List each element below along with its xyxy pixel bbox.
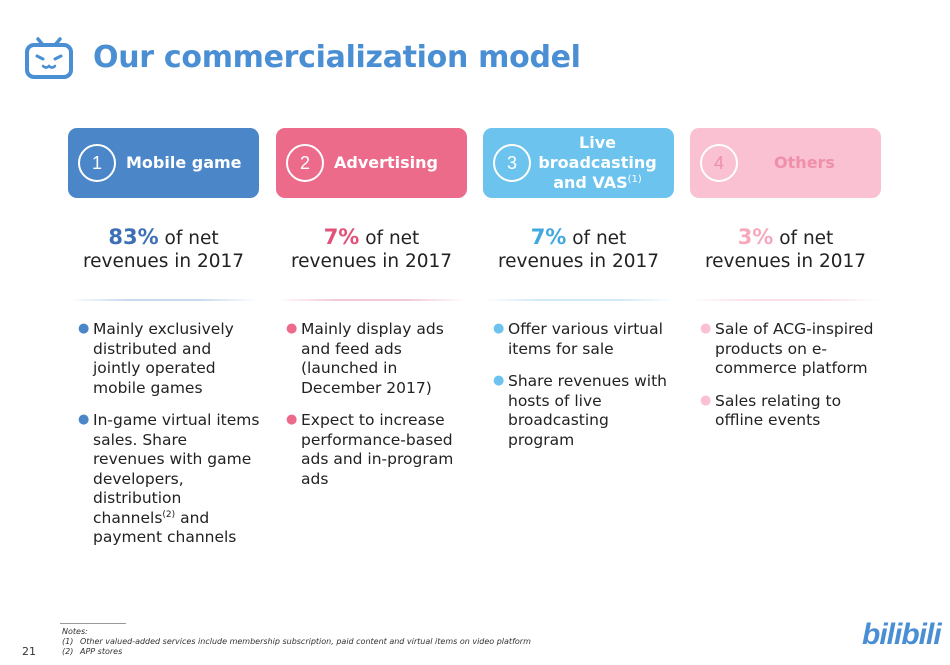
revenue-percent: 7% [530, 225, 567, 249]
bullet-text: Offer various virtual items for sale [508, 320, 663, 358]
number-badge: 2 [286, 144, 324, 182]
header-line-2: broadcasting [538, 153, 657, 172]
bullet-icon: ● [700, 321, 712, 336]
column-advertising: 2 Advertising 7% of net revenues in 2017… [276, 128, 467, 628]
page-title: Our commercialization model [93, 40, 581, 75]
divider [68, 299, 259, 301]
header-label: Mobile game [126, 153, 242, 172]
header-line-1: Live [579, 133, 616, 152]
bullet-list: ● Sale of ACG-inspired products on e-comm… [698, 320, 883, 444]
column-live-broadcasting: 3 Live broadcasting and VAS(1) 7% of net… [483, 128, 674, 628]
header-label: Others [774, 153, 835, 172]
divider [483, 299, 674, 301]
bilibili-logo: bilibili [862, 618, 942, 651]
bullet-icon: ● [700, 392, 712, 408]
bullet-icon: ● [493, 373, 505, 388]
bullet-icon: ● [286, 412, 298, 427]
bullet-list: ● Offer various virtual items for sale ● S… [491, 320, 676, 463]
header-label: Live broadcasting and VAS(1) [531, 133, 674, 193]
revenue-percent: 83% [108, 225, 159, 249]
revenue-stat: 3% of net revenues in 2017 [690, 226, 881, 273]
list-item: ● Mainly display ads and feed ads (launch… [284, 320, 469, 398]
bullet-text-cont: and payment channels [93, 508, 237, 547]
stat-text-1: of net [572, 228, 627, 249]
bullet-text: Sales relating to offline events [715, 391, 842, 430]
bullet-text: Sale of ACG-inspired products on e-comme… [715, 320, 874, 377]
notes-label: Notes: [62, 627, 88, 636]
number-badge: 4 [700, 144, 738, 182]
bullet-list: ● Mainly display ads and feed ads (launch… [284, 320, 469, 502]
stat-text-2: revenues in 2017 [290, 251, 453, 272]
list-item: ● Share revenues with hosts of live broad… [491, 372, 676, 450]
bullet-text: In-game virtual items sales. Share reven… [93, 411, 260, 527]
column-others: 4 Others 3% of net revenues in 2017 ● Sal… [690, 128, 881, 628]
bullet-icon: ● [78, 321, 90, 336]
stat-text-1: of net [164, 228, 219, 249]
list-item: ● Sale of ACG-inspired products on e-comm… [698, 320, 883, 379]
header-live-broadcasting: 3 Live broadcasting and VAS(1) [483, 128, 674, 198]
footnotes: Notes: (1) Other valued-added services in… [62, 627, 531, 657]
header-others: 4 Others [690, 128, 881, 198]
stat-text-2: revenues in 2017 [497, 251, 660, 272]
list-item: ● In-game virtual items sales. Share reve… [76, 411, 261, 548]
header-line-3: and VAS [553, 173, 628, 192]
bullet-icon: ● [493, 321, 505, 336]
number-badge: 1 [78, 144, 116, 182]
bullet-text: Share revenues with hosts of live broadc… [508, 372, 668, 449]
column-mobile-game: 1 Mobile game 83% of net revenues in 201… [68, 128, 259, 628]
footnote-1: (1) Other valued-added services include m… [62, 637, 531, 646]
bullet-text: Mainly display ads and feed ads (launche… [301, 320, 444, 397]
footnote-ref: (2) [162, 509, 176, 520]
stat-text-1: of net [779, 228, 834, 249]
bilibili-tv-icon [25, 37, 73, 79]
stat-text-1: of net [365, 228, 420, 249]
bullet-text: Expect to increase performance-based ads… [301, 411, 454, 488]
bullet-icon: ● [78, 412, 90, 427]
bullet-text: Mainly exclusively distributed and joint… [93, 320, 234, 397]
list-item: ● Sales relating to offline events [698, 392, 883, 431]
notes-divider [60, 623, 126, 624]
footnote-ref: (1) [627, 174, 642, 185]
bullet-list: ● Mainly exclusively distributed and join… [76, 320, 261, 561]
stat-text-2: revenues in 2017 [82, 251, 245, 272]
revenue-stat: 7% of net revenues in 2017 [276, 226, 467, 273]
revenue-percent: 3% [737, 225, 774, 249]
list-item: ● Mainly exclusively distributed and join… [76, 320, 261, 398]
number-badge: 3 [493, 144, 531, 182]
revenue-stat: 7% of net revenues in 2017 [483, 226, 674, 273]
stat-text-2: revenues in 2017 [704, 251, 867, 272]
list-item: ● Offer various virtual items for sale [491, 320, 676, 359]
bullet-icon: ● [286, 321, 298, 336]
header-advertising: 2 Advertising [276, 128, 467, 198]
footnote-2: (2) APP stores [62, 647, 123, 656]
header-label: Advertising [334, 153, 438, 172]
revenue-percent: 7% [323, 225, 360, 249]
list-item: ● Expect to increase performance-based ad… [284, 411, 469, 489]
page-number: 21 [22, 645, 36, 658]
divider [276, 299, 467, 301]
divider [690, 299, 881, 301]
revenue-stat: 83% of net revenues in 2017 [68, 226, 259, 273]
header-mobile-game: 1 Mobile game [68, 128, 259, 198]
